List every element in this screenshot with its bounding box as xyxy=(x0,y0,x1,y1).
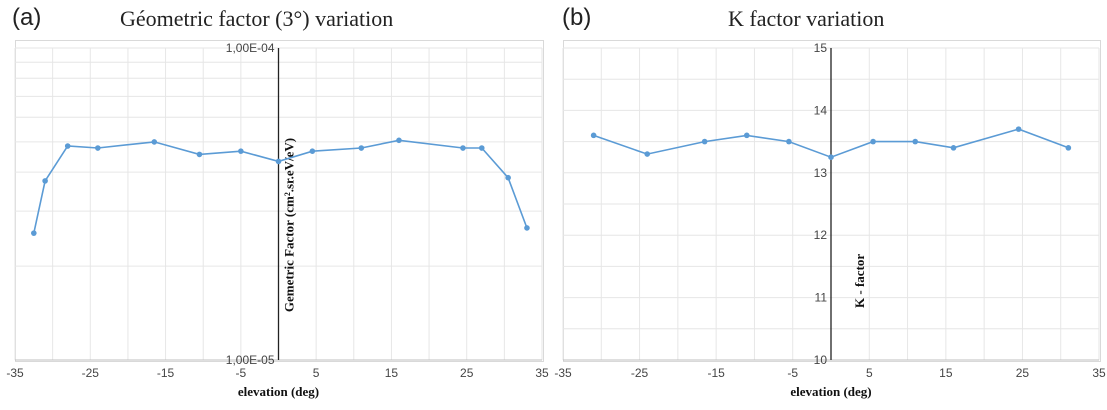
data-point-a xyxy=(31,230,37,236)
x-axis-title-b: elevation (deg) xyxy=(790,384,871,399)
data-point-b xyxy=(743,132,750,139)
data-point-b xyxy=(870,138,876,145)
data-point-a xyxy=(396,137,402,144)
x-tick-label-a: -15 xyxy=(157,366,175,380)
y-tick-label-b: 15 xyxy=(814,41,828,55)
data-point-b xyxy=(590,132,597,139)
x-tick-label-b: 5 xyxy=(866,366,873,380)
x-tick-label-b: -5 xyxy=(787,366,798,380)
x-tick-label-b: 25 xyxy=(1016,366,1030,380)
chart-panel-a: (a) Géometric factor (3°) variation -35-… xyxy=(0,0,549,410)
data-point-a xyxy=(196,151,203,158)
panel-letter-a: (a) xyxy=(12,4,42,31)
y-tick-label-b: 11 xyxy=(815,291,828,305)
y-tick-label-b: 10 xyxy=(814,353,828,367)
y-tick-label-b: 12 xyxy=(814,228,828,242)
data-point-b xyxy=(1065,145,1072,151)
x-tick-label-a: 25 xyxy=(460,366,474,380)
x-tick-label-b: 15 xyxy=(939,366,953,380)
chart-svg-b: -35 -25 -15 -5 5 15 25 35 10 11 12 13 14 15 elevation … xyxy=(554,41,1106,399)
x-tick-label-a: -5 xyxy=(236,366,247,380)
data-point-a xyxy=(358,145,365,151)
data-point-a xyxy=(64,143,71,149)
x-tick-label-a: -25 xyxy=(82,366,100,380)
data-point-b xyxy=(644,151,651,157)
x-tick-label-a: -35 xyxy=(6,366,24,380)
data-point-a xyxy=(478,145,485,151)
data-point-a xyxy=(309,148,316,154)
y-tick-label-b: 14 xyxy=(814,103,828,117)
chart-svg-a: -35 -25 -15 -5 5 15 25 35 1,00E-05 1,00E-04 elevat… xyxy=(6,41,549,399)
chart-title-b: K factor variation xyxy=(728,6,885,31)
data-point-a xyxy=(275,158,282,165)
x-tick-label-a: 5 xyxy=(313,366,320,380)
x-tick-label-b: 35 xyxy=(1092,366,1106,380)
data-point-b xyxy=(1015,126,1022,132)
data-point-b xyxy=(701,138,708,145)
y-tick-label-a: 1,00E-05 xyxy=(226,353,275,367)
x-tick-label-a: 35 xyxy=(535,366,549,380)
x-tick-label-b: -15 xyxy=(707,366,725,380)
chart-panel-b: (b) K factor variation -35 -25 -15 -5 5 15 25 3… xyxy=(548,0,1107,410)
series-line-a xyxy=(33,139,528,234)
data-point-a xyxy=(505,174,511,181)
x-tick-label-a: 15 xyxy=(385,366,399,380)
data-point-a xyxy=(238,148,244,154)
y-tick-label-a: 1,00E-04 xyxy=(226,41,275,55)
plot-area-b xyxy=(563,40,1101,362)
x-axis-title-a: elevation (deg) xyxy=(238,384,319,399)
chart-title-a: Géometric factor (3°) variation xyxy=(120,6,394,31)
panel-letter-b: (b) xyxy=(562,4,592,31)
plot-area-a xyxy=(15,40,544,362)
data-point-b xyxy=(828,154,834,160)
data-point-a xyxy=(460,145,466,151)
x-tick-label-b: -35 xyxy=(554,366,572,380)
data-point-b xyxy=(786,138,792,145)
data-point-b xyxy=(912,138,919,145)
data-point-b xyxy=(950,145,957,151)
data-point-a xyxy=(524,225,530,231)
y-tick-label-b: 13 xyxy=(814,166,828,180)
data-point-a xyxy=(95,145,101,151)
y-axis-title-b: K - factor xyxy=(852,254,867,308)
data-point-a xyxy=(42,178,48,184)
data-point-a xyxy=(151,139,158,145)
x-tick-label-b: -25 xyxy=(631,366,649,380)
y-axis-title-a: Gemetric Factor (cm².sr.eV/eV) xyxy=(282,138,297,312)
